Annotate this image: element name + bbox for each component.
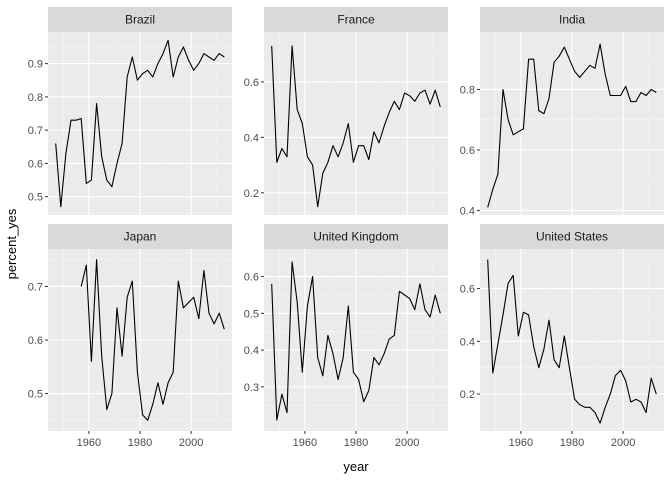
facet-united-kingdom: United Kingdom 0.3 0.4 0.5 0.6 1960 1980 2000	[244, 224, 448, 449]
y-tick-label: 0.9	[28, 59, 43, 71]
y-tick-label: 0.6	[28, 158, 43, 170]
y-tick-label: 0.4	[244, 345, 259, 357]
y-tick-label: 0.8	[460, 84, 475, 96]
y-tick-label: 0.3	[244, 382, 259, 394]
facet-strip-label: Brazil	[125, 13, 155, 27]
x-tick-label: 1960	[293, 437, 317, 449]
y-tick-label: 0.4	[460, 336, 475, 348]
facet-strip-label: France	[337, 13, 375, 27]
facet-strip	[264, 7, 448, 32]
facet-united-states: United States 0.2 0.4 0.6 1960 1980 2000	[460, 224, 664, 449]
y-tick-label: 0.5	[28, 389, 43, 401]
series-line-united-kingdom	[271, 261, 441, 421]
x-tick-label: 1960	[509, 437, 533, 449]
x-tick-label: 1980	[344, 437, 368, 449]
y-tick-label: 0.6	[460, 284, 475, 296]
x-tick-label: 2000	[611, 437, 635, 449]
x-axis-title: year	[343, 459, 369, 474]
facet-france: France 0.2 0.4 0.6	[244, 7, 448, 215]
facet-strip	[48, 224, 232, 249]
series-line-brazil	[55, 39, 225, 208]
y-tick-label: 0.4	[244, 132, 259, 144]
facet-india: India 0.4 0.6 0.8	[460, 7, 664, 217]
x-tick-label: 1980	[560, 437, 584, 449]
series-line-united-states	[487, 259, 657, 424]
facet-strip	[480, 224, 664, 249]
y-tick-label: 0.2	[244, 188, 259, 200]
y-tick-label: 0.6	[28, 335, 43, 347]
facet-strip-label: India	[559, 13, 585, 27]
y-tick-label: 0.6	[244, 272, 259, 284]
facet-strip-label: United States	[536, 230, 608, 244]
series-line-india	[487, 43, 657, 208]
series-line-france	[271, 45, 441, 208]
y-tick-label: 0.8	[28, 92, 43, 104]
y-tick-label: 0.5	[244, 308, 259, 320]
y-tick-label: 0.7	[28, 281, 43, 293]
y-tick-label: 0.7	[28, 125, 43, 137]
facet-japan: Japan 0.5 0.6 0.7 1960 1980 2000	[28, 224, 232, 449]
x-tick-label: 2000	[395, 437, 419, 449]
facet-brazil: Brazil 0.5 0.6 0.7 0.8 0.9	[28, 7, 232, 215]
facet-strip	[48, 7, 232, 32]
y-tick-label: 0.2	[460, 389, 475, 401]
x-tick-label: 2000	[179, 437, 203, 449]
y-tick-label: 0.6	[460, 145, 475, 157]
x-tick-label: 1960	[77, 437, 101, 449]
y-tick-label: 0.5	[28, 192, 43, 204]
facet-strip	[480, 7, 664, 32]
y-tick-label: 0.6	[244, 77, 259, 89]
facet-strip	[264, 224, 448, 249]
x-tick-label: 1980	[128, 437, 152, 449]
facet-strip-label: United Kingdom	[313, 230, 398, 244]
series-line-japan	[80, 259, 225, 421]
y-tick-label: 0.4	[460, 205, 475, 217]
y-axis-title: percent_yes	[4, 208, 19, 279]
facet-strip-label: Japan	[124, 230, 157, 244]
